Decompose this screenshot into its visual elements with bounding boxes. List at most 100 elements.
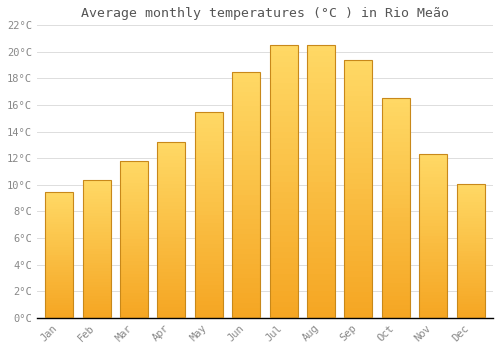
Bar: [456, 296, 484, 299]
Bar: [344, 251, 372, 256]
Bar: [45, 202, 74, 204]
Bar: [419, 305, 447, 308]
Bar: [45, 219, 74, 222]
Bar: [307, 160, 335, 165]
Bar: [195, 227, 223, 231]
Bar: [158, 188, 186, 191]
Bar: [82, 191, 110, 194]
Bar: [45, 267, 74, 270]
Bar: [45, 222, 74, 224]
Bar: [456, 286, 484, 288]
Bar: [82, 293, 110, 296]
Bar: [344, 210, 372, 215]
Bar: [120, 192, 148, 195]
Bar: [195, 128, 223, 132]
Bar: [419, 272, 447, 275]
Bar: [419, 184, 447, 187]
Bar: [232, 254, 260, 259]
Bar: [195, 314, 223, 318]
Bar: [45, 257, 74, 260]
Bar: [307, 138, 335, 144]
Bar: [456, 261, 484, 264]
Bar: [456, 186, 484, 189]
Bar: [232, 229, 260, 234]
Bar: [232, 116, 260, 121]
Bar: [456, 259, 484, 261]
Bar: [307, 78, 335, 83]
Bar: [45, 260, 74, 262]
Bar: [82, 240, 110, 243]
Bar: [270, 105, 297, 111]
Bar: [419, 266, 447, 269]
Bar: [456, 216, 484, 218]
Bar: [270, 203, 297, 209]
Bar: [270, 269, 297, 274]
Bar: [456, 208, 484, 210]
Bar: [195, 293, 223, 297]
Bar: [82, 290, 110, 293]
Bar: [195, 169, 223, 174]
Bar: [232, 284, 260, 288]
Bar: [270, 241, 297, 247]
Bar: [232, 111, 260, 116]
Bar: [419, 285, 447, 288]
Bar: [45, 207, 74, 209]
Bar: [232, 175, 260, 180]
Bar: [158, 170, 186, 174]
Bar: [419, 246, 447, 249]
Bar: [344, 173, 372, 178]
Bar: [344, 91, 372, 96]
Bar: [307, 89, 335, 94]
Bar: [82, 204, 110, 207]
Bar: [232, 72, 260, 318]
Bar: [382, 160, 410, 164]
Bar: [45, 315, 74, 318]
Bar: [232, 195, 260, 200]
Bar: [344, 142, 372, 148]
Bar: [419, 206, 447, 210]
Bar: [270, 111, 297, 116]
Bar: [45, 229, 74, 232]
Bar: [232, 126, 260, 131]
Bar: [82, 296, 110, 299]
Bar: [419, 233, 447, 236]
Bar: [456, 183, 484, 186]
Bar: [45, 217, 74, 219]
Bar: [456, 264, 484, 267]
Bar: [456, 218, 484, 221]
Bar: [195, 116, 223, 120]
Bar: [344, 86, 372, 91]
Bar: [307, 187, 335, 192]
Bar: [456, 199, 484, 202]
Bar: [158, 167, 186, 170]
Bar: [382, 296, 410, 300]
Bar: [382, 292, 410, 296]
Bar: [382, 98, 410, 103]
Bar: [195, 112, 223, 116]
Bar: [45, 282, 74, 285]
Bar: [45, 308, 74, 310]
Bar: [344, 132, 372, 137]
Bar: [45, 212, 74, 214]
Bar: [456, 267, 484, 270]
Bar: [232, 102, 260, 106]
Bar: [82, 260, 110, 262]
Bar: [195, 276, 223, 281]
Bar: [232, 146, 260, 150]
Bar: [82, 265, 110, 268]
Bar: [232, 313, 260, 318]
Bar: [232, 224, 260, 229]
Bar: [419, 203, 447, 206]
Bar: [456, 210, 484, 213]
Bar: [158, 209, 186, 212]
Bar: [270, 132, 297, 138]
Bar: [195, 136, 223, 141]
Bar: [456, 280, 484, 283]
Bar: [232, 205, 260, 210]
Bar: [382, 164, 410, 169]
Bar: [158, 240, 186, 244]
Bar: [45, 191, 74, 194]
Bar: [307, 307, 335, 313]
Bar: [456, 275, 484, 278]
Bar: [195, 194, 223, 198]
